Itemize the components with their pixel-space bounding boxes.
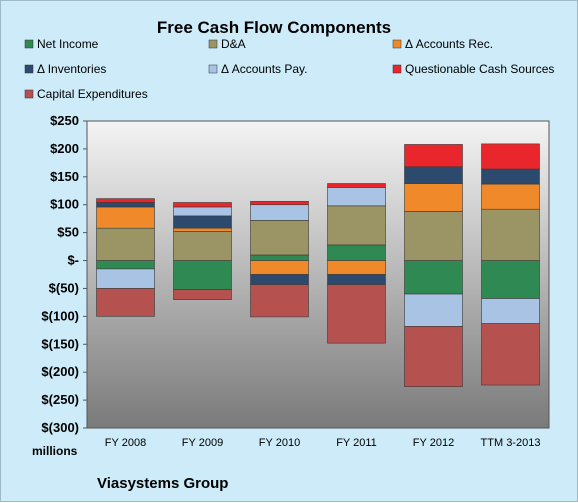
bar-segment	[404, 260, 463, 295]
bar-segment	[250, 254, 309, 261]
bar-segment	[250, 201, 309, 206]
legend-label: Δ Accounts Rec.	[405, 37, 493, 51]
y-tick-label: $(100)	[41, 308, 79, 323]
y-tick-label: $(50)	[49, 280, 79, 295]
bar-segment	[481, 208, 540, 261]
bar-segment	[250, 284, 309, 318]
bar-segment	[250, 204, 309, 221]
bar-segment	[327, 187, 386, 207]
y-tick-label: $250	[50, 113, 79, 128]
bar-segment	[96, 202, 155, 208]
bar-segment	[327, 284, 386, 344]
legend-swatch	[208, 64, 218, 74]
bar-segment	[481, 183, 540, 210]
bar-segment	[96, 260, 155, 270]
bar-segment	[481, 298, 540, 324]
bar-segment	[404, 293, 463, 327]
legend-swatch	[24, 89, 34, 99]
bar-segment	[250, 260, 309, 275]
bar-segment	[327, 205, 386, 246]
legend-swatch	[24, 39, 34, 49]
bar-segment	[404, 166, 463, 184]
footer-company: Viasystems Group	[97, 475, 228, 492]
bar-segment	[96, 288, 155, 317]
legend-label: Capital Expenditures	[37, 87, 148, 101]
y-axis: $250 $200 $150 $100 $50 $- $(50) $(100) $(150) $(…	[41, 113, 87, 435]
bar-segment	[173, 289, 232, 300]
bar-segment	[250, 274, 309, 285]
legend-label: Net Income	[37, 37, 99, 51]
legend-label: Δ Accounts Pay.	[221, 62, 308, 76]
bar-segment	[481, 168, 540, 185]
bar-segment	[481, 143, 540, 170]
y-tick-label: $(300)	[41, 420, 79, 435]
legend-label: Questionable Cash Sources	[405, 62, 554, 76]
bar-segment	[96, 206, 155, 229]
legend-label: D&A	[221, 37, 246, 51]
x-tick-label: FY 2008	[105, 437, 146, 449]
x-tick-label: FY 2011	[336, 437, 377, 449]
bars	[96, 143, 540, 387]
y-tick-label: $-	[67, 253, 79, 268]
bar-segment	[250, 220, 309, 256]
bar-segment	[173, 227, 232, 232]
bar-segment	[404, 144, 463, 168]
bar-segment	[96, 268, 155, 289]
legend-swatch	[392, 39, 402, 49]
bar-segment	[481, 323, 540, 386]
y-tick-label: $(200)	[41, 364, 79, 379]
y-tick-label: $100	[50, 197, 79, 212]
x-tick-label: FY 2010	[259, 437, 300, 449]
legend-label: Δ Inventories	[37, 62, 106, 76]
y-tick-label: $200	[50, 141, 79, 156]
plot-area	[86, 120, 550, 429]
x-tick-label: FY 2012	[413, 437, 454, 449]
bar-segment	[96, 198, 155, 203]
bar-segment	[404, 183, 463, 212]
bar-segment	[173, 231, 232, 261]
x-tick-label: FY 2009	[182, 437, 223, 449]
bar-segment	[173, 202, 232, 208]
bar-segment	[481, 260, 540, 299]
units-label: millions	[32, 444, 78, 458]
bar-segment	[173, 260, 232, 290]
legend-swatch	[24, 64, 34, 74]
bar-segment	[173, 215, 232, 229]
x-axis: FY 2008 FY 2009 FY 2010 FY 2011 FY 2012 TTM 3…	[105, 437, 541, 449]
legend: Net Income D&A Δ Accounts Rec. Δ Inventorie…	[24, 37, 554, 101]
y-tick-label: $(250)	[41, 392, 79, 407]
bar-segment	[96, 227, 155, 261]
bar-segment	[327, 274, 386, 285]
y-tick-label: $(150)	[41, 336, 79, 351]
bar-segment	[327, 183, 386, 188]
x-tick-label: TTM 3-2013	[481, 437, 541, 449]
legend-swatch	[208, 39, 218, 49]
legend-swatch	[392, 64, 402, 74]
y-tick-label: $150	[50, 169, 79, 184]
bar-segment	[404, 326, 463, 387]
bar-segment	[173, 206, 232, 217]
bar-segment	[327, 244, 386, 261]
bar-segment	[327, 260, 386, 275]
chart-title: Free Cash Flow Components	[157, 18, 391, 37]
bar-segment	[404, 211, 463, 261]
y-tick-label: $50	[57, 225, 79, 240]
